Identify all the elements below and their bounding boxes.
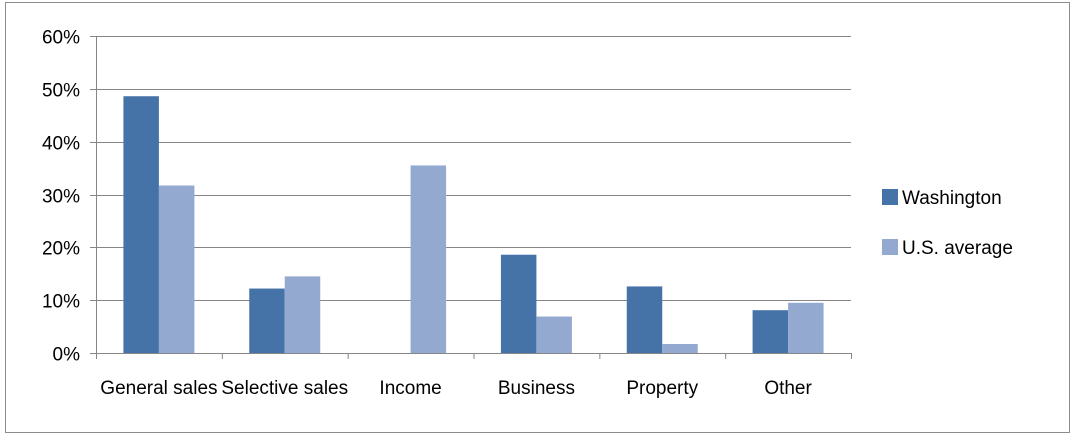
bar-u-s-average-5 [788, 302, 824, 353]
y-tick-label: 20% [42, 239, 80, 260]
y-tick-label: 40% [42, 134, 80, 155]
x-tick-label: Income [379, 378, 441, 399]
y-tick-label: 30% [42, 187, 80, 208]
bar-u-s-average-3 [536, 316, 572, 353]
bar-washington-3 [500, 254, 537, 353]
chart-frame: 0% 10% 20% 30% 40% 50% 60% General sales Selecti… [5, 2, 1070, 433]
gridlines [96, 36, 851, 301]
bar-chart: 0% 10% 20% 30% 40% 50% 60% General sales Selecti… [42, 28, 1013, 400]
legend: Washington U.S. average [882, 188, 1013, 259]
x-tick-label: Other [764, 378, 812, 399]
x-tick-label: Business [498, 378, 575, 399]
y-tick-label: 50% [42, 81, 80, 102]
bar-washington-4 [626, 286, 663, 353]
y-tick-label: 60% [42, 28, 80, 49]
bar-u-s-average-4 [662, 344, 698, 353]
legend-swatch [882, 189, 898, 205]
bar-washington-5 [752, 310, 789, 353]
axes [90, 36, 852, 359]
bar-washington-1 [249, 288, 285, 353]
legend-label: U.S. average [902, 238, 1013, 259]
tick-labels: 0% 10% 20% 30% 40% 50% 60% General sales Selecti… [42, 28, 813, 400]
x-tick-label: Property [626, 378, 698, 399]
bar-u-s-average-0 [158, 185, 195, 353]
y-tick-label: 10% [42, 292, 80, 313]
x-tick-label: General sales [100, 378, 217, 399]
legend-swatch [882, 239, 898, 255]
bars [123, 96, 824, 353]
bar-u-s-average-2 [410, 165, 447, 353]
y-tick-label: 0% [53, 345, 81, 366]
legend-label: Washington [902, 188, 1002, 209]
bar-u-s-average-1 [284, 276, 321, 353]
x-tick-label: Selective sales [221, 378, 348, 399]
bar-washington-0 [123, 96, 159, 353]
